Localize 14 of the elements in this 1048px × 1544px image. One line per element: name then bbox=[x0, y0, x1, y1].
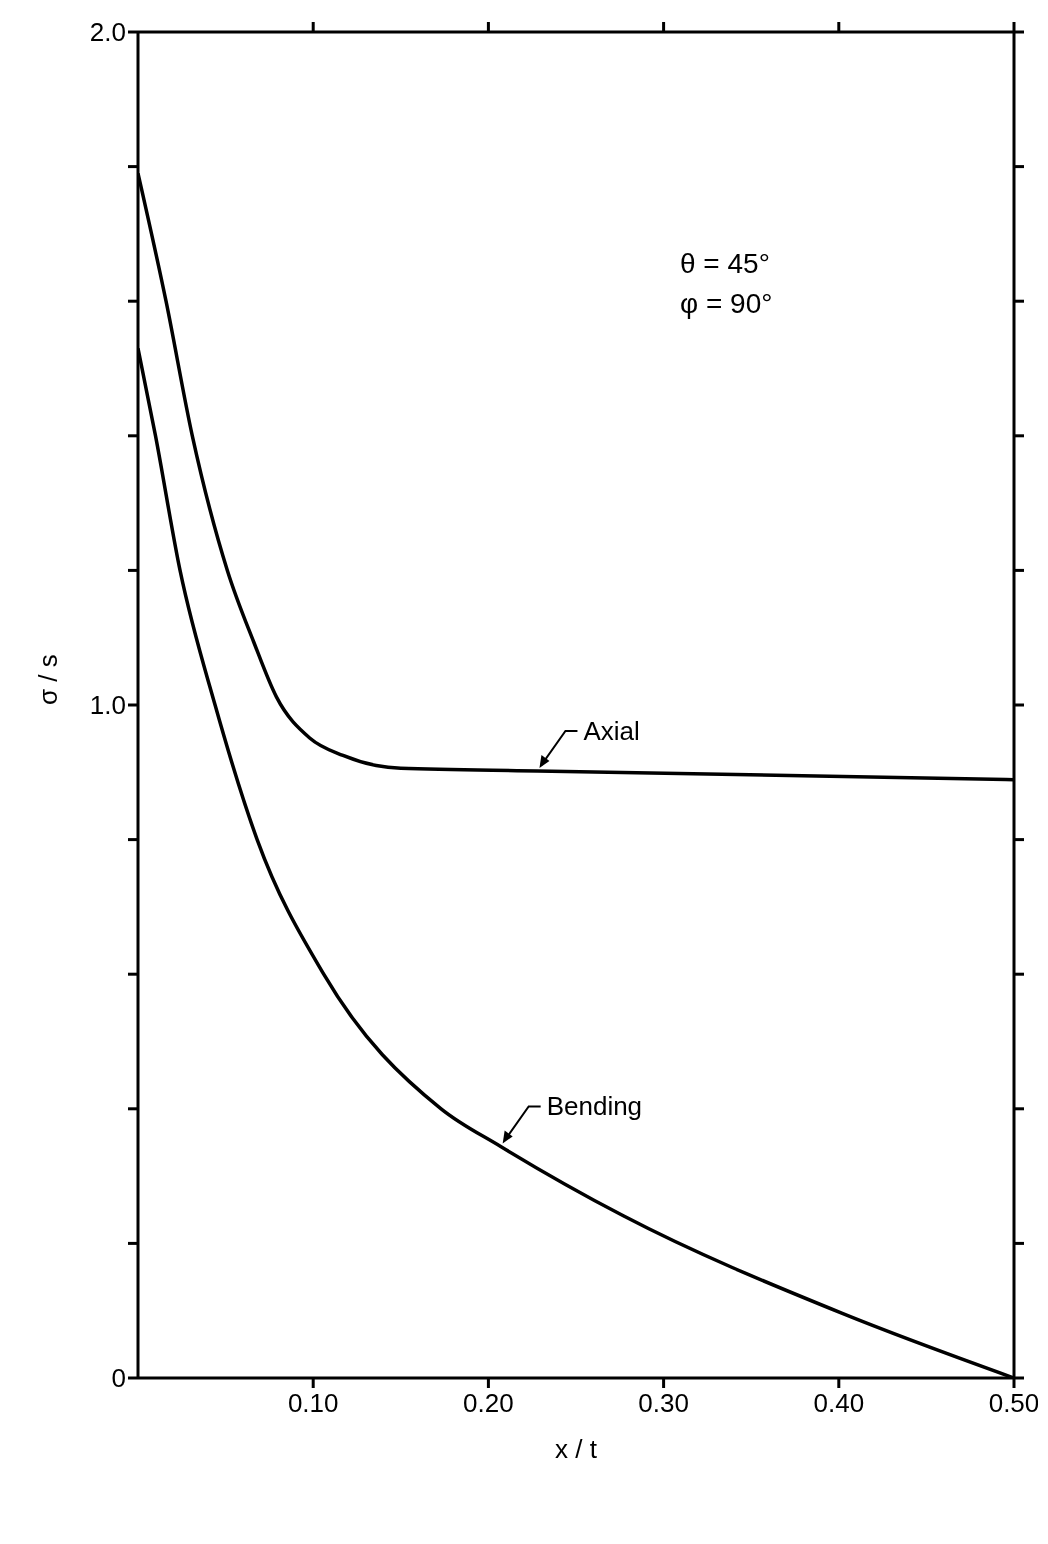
x-tick-label: 0.20 bbox=[463, 1388, 514, 1418]
x-tick-label: 0.50 bbox=[988, 1388, 1040, 1418]
x-axis-title: x / t bbox=[555, 1434, 598, 1464]
y-tick-label: 2.0 bbox=[89, 17, 126, 48]
y-tick-label: 1.0 bbox=[89, 690, 126, 721]
legend-label: Axial bbox=[583, 715, 640, 746]
x-tick-label: 0.30 bbox=[638, 1388, 689, 1418]
legend-label: Bending bbox=[546, 1091, 643, 1122]
annotation: θ = 45° bbox=[680, 248, 770, 280]
y-axis-title: σ / s bbox=[33, 654, 64, 705]
x-tick-label: 0.10 bbox=[287, 1388, 339, 1418]
x-tick-label: 0.40 bbox=[813, 1388, 865, 1418]
y-tick-label: 0 bbox=[111, 1363, 126, 1394]
annotation: φ = 90° bbox=[680, 288, 773, 320]
